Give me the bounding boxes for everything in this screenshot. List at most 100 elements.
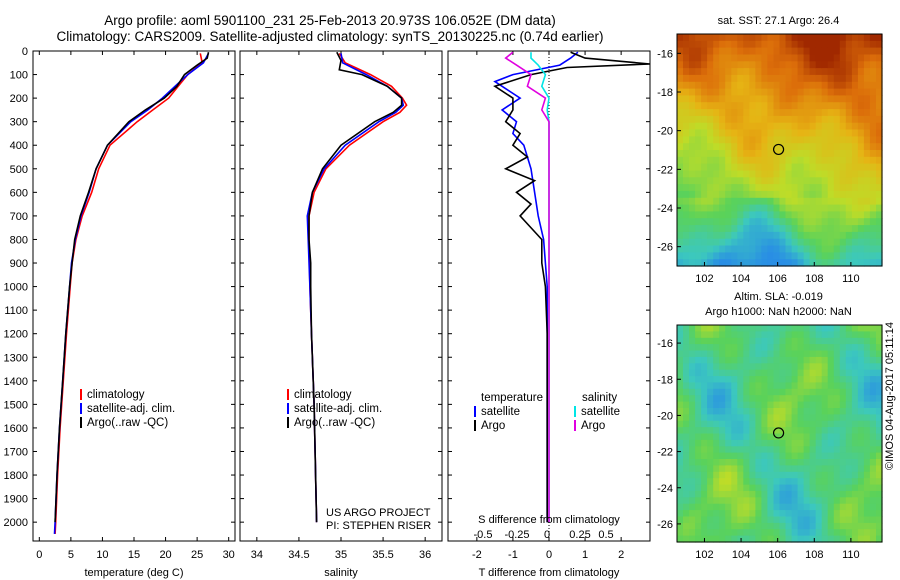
map-cell [689, 184, 696, 192]
map-cell [803, 177, 811, 185]
map-cell [839, 197, 847, 206]
map-cell [785, 459, 793, 466]
map-cell [876, 382, 883, 390]
map-cell [677, 143, 684, 151]
map-cell [845, 497, 853, 505]
map-cell [827, 529, 835, 537]
map-cell [876, 252, 883, 260]
map-cell [845, 433, 853, 441]
map-cell [689, 522, 696, 530]
map-cell [773, 190, 781, 199]
map-cell [677, 177, 684, 185]
map-cell [749, 414, 756, 422]
map-cell [785, 522, 793, 530]
map-cell [689, 204, 696, 212]
y-tick-label: 300 [10, 117, 28, 129]
map-cell [743, 74, 750, 83]
map-cell [737, 459, 744, 466]
map-cell [689, 259, 696, 267]
map-cell [677, 535, 684, 543]
map-cell [876, 325, 883, 332]
map-cell [869, 197, 877, 206]
map-cell [791, 163, 799, 171]
map-cell [827, 95, 835, 103]
map-cell [791, 122, 799, 131]
map-cell [779, 238, 787, 247]
map-cell [815, 218, 823, 226]
map-cell [869, 344, 877, 352]
map-cell [749, 177, 756, 185]
map-cell [797, 478, 805, 486]
map-cell [785, 452, 793, 460]
map-cell [731, 401, 738, 409]
map-cell [869, 356, 877, 364]
map-cell [713, 356, 720, 364]
map-cell [785, 136, 793, 144]
legend-label-1: Argo(..raw -QC) [294, 417, 375, 429]
map-cell [809, 427, 817, 435]
map-cell [683, 252, 690, 260]
sla-map-title-1: Altim. SLA: -0.019 [734, 291, 823, 303]
map-cell [767, 68, 774, 76]
map-cell [815, 478, 823, 486]
map-cell [743, 497, 750, 505]
map-cell [779, 478, 787, 486]
map-cell [707, 420, 714, 428]
map-cell [839, 522, 847, 530]
map-cell [785, 382, 793, 390]
y-tick-label: 1100 [4, 305, 28, 317]
map-cell [803, 204, 811, 212]
map-cell [683, 510, 690, 518]
map-cell [821, 516, 829, 524]
y-tick-label: 0 [22, 46, 28, 58]
map-cell [791, 184, 799, 192]
map-cell [833, 376, 841, 384]
map-cell [869, 252, 877, 260]
map-cell [755, 490, 762, 498]
map-cell [827, 408, 835, 415]
map-cell [755, 177, 762, 185]
map-cell [851, 388, 859, 396]
map-cell [683, 535, 690, 543]
map-cell [803, 54, 811, 62]
map-cell [731, 115, 738, 124]
map-cell [791, 350, 799, 358]
map-cell [857, 427, 865, 435]
map-cell [731, 510, 738, 518]
map-cell [851, 433, 859, 441]
map-cell [851, 356, 859, 364]
map-cell [749, 363, 756, 371]
map-cell [773, 184, 781, 192]
map-cell [803, 102, 811, 110]
map-cell [737, 401, 744, 409]
map-cell [743, 420, 750, 428]
map-cell [845, 218, 853, 226]
map-cell [839, 136, 847, 144]
map-cell [719, 245, 726, 253]
map-cell [839, 115, 847, 124]
map-cell [737, 170, 744, 178]
map-cell [755, 81, 762, 90]
map-cell [773, 197, 781, 206]
map-cell [713, 490, 720, 498]
map-cell [755, 40, 762, 49]
map-cell [749, 350, 756, 358]
map-cell [845, 61, 853, 69]
map-cell [773, 177, 781, 185]
map-cell [845, 395, 853, 403]
map-cell [809, 150, 817, 158]
map-cell [845, 245, 853, 253]
map-cell [677, 503, 684, 511]
map-cell [683, 516, 690, 524]
map-cell [821, 350, 829, 358]
map-cell [707, 190, 714, 199]
map-cell [773, 163, 781, 171]
map-cell [731, 529, 738, 537]
map-cell [851, 129, 859, 137]
map-cell [815, 459, 823, 466]
map-cell [876, 471, 883, 479]
map-cell [809, 88, 817, 96]
map-cell [827, 245, 835, 253]
map-cell [701, 459, 708, 466]
map-cell [869, 510, 877, 518]
